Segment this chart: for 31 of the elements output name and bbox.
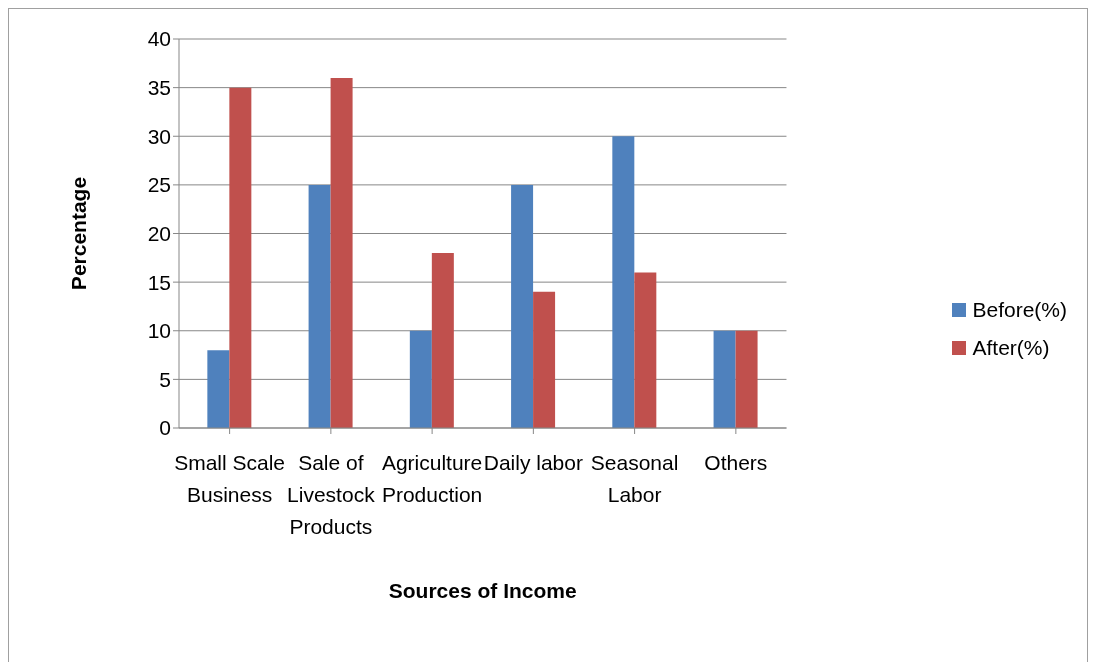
y-axis-title: Percentage [67,176,91,291]
x-tick-label: Small Scale Business [174,451,286,506]
bar [409,330,432,428]
x-tick-label: Daily labor [483,451,583,474]
bar [330,77,353,428]
legend-label: Before(%) [972,298,1067,322]
y-tick-label: 20 [147,221,171,245]
bar [431,252,454,428]
y-tick-label: 40 [147,27,171,51]
bar [207,350,230,428]
x-tick-label: Others [704,451,768,474]
y-tick-label: 5 [159,367,171,391]
x-tick-label: Sale of Livestock Products [287,451,376,538]
y-tick-label: 15 [147,270,171,294]
x-tick-label: Agriculture Production [381,451,483,506]
bar [511,184,534,428]
bar [229,87,252,428]
y-tick-label: 35 [147,76,171,100]
bar [735,330,758,428]
bar [713,330,736,428]
bar [612,136,635,428]
bar [533,291,556,428]
y-tick-label: 30 [147,124,171,148]
legend-label: After(%) [972,336,1050,360]
y-tick-label: 25 [147,173,171,197]
x-tick-label: Seasonal Labor [590,451,679,506]
bar [634,272,657,428]
bar [308,184,331,428]
x-axis-title: Sources of Income [388,579,577,602]
y-tick-label: 10 [147,319,171,343]
y-tick-label: 0 [159,416,171,440]
